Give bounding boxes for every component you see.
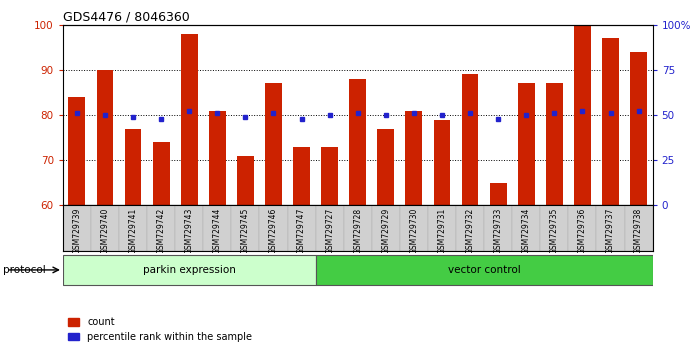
Bar: [602, 38, 619, 205]
Bar: [147, 205, 175, 251]
Bar: [461, 74, 479, 205]
Bar: [400, 205, 428, 251]
Bar: [293, 147, 310, 205]
Text: GSM729747: GSM729747: [297, 207, 306, 254]
Text: protocol: protocol: [3, 265, 46, 275]
Bar: [321, 147, 338, 205]
Bar: [63, 255, 315, 285]
Bar: [540, 205, 568, 251]
Bar: [209, 110, 225, 205]
Text: GSM729735: GSM729735: [550, 207, 559, 254]
Text: GSM729730: GSM729730: [410, 207, 418, 254]
Bar: [153, 142, 170, 205]
Text: GSM729741: GSM729741: [128, 207, 138, 254]
Bar: [372, 205, 400, 251]
Bar: [625, 205, 653, 251]
Text: GSM729733: GSM729733: [493, 207, 503, 254]
Text: GSM729746: GSM729746: [269, 207, 278, 254]
Text: GSM729744: GSM729744: [213, 207, 222, 254]
Bar: [175, 205, 203, 251]
Bar: [237, 156, 254, 205]
Bar: [433, 120, 450, 205]
Bar: [260, 205, 288, 251]
Bar: [125, 129, 142, 205]
Bar: [96, 70, 113, 205]
Bar: [181, 34, 198, 205]
Text: GSM729736: GSM729736: [578, 207, 587, 254]
Bar: [518, 84, 535, 205]
Bar: [428, 205, 456, 251]
Text: GSM729731: GSM729731: [438, 207, 447, 254]
Bar: [546, 84, 563, 205]
Bar: [630, 52, 647, 205]
Bar: [568, 205, 597, 251]
Text: GSM729732: GSM729732: [466, 207, 475, 254]
Text: GDS4476 / 8046360: GDS4476 / 8046360: [63, 11, 190, 24]
Bar: [597, 205, 625, 251]
Bar: [456, 205, 484, 251]
Text: GSM729745: GSM729745: [241, 207, 250, 254]
Bar: [406, 110, 422, 205]
Text: parkin expression: parkin expression: [143, 265, 236, 275]
Bar: [378, 129, 394, 205]
Legend: count, percentile rank within the sample: count, percentile rank within the sample: [68, 317, 252, 342]
Bar: [203, 205, 231, 251]
Text: GSM729728: GSM729728: [353, 207, 362, 254]
Bar: [68, 97, 85, 205]
Bar: [490, 183, 507, 205]
Bar: [63, 205, 91, 251]
Bar: [315, 255, 653, 285]
Bar: [574, 25, 591, 205]
Text: GSM729734: GSM729734: [521, 207, 530, 254]
Bar: [484, 205, 512, 251]
Text: GSM729739: GSM729739: [73, 207, 82, 254]
Text: GSM729743: GSM729743: [185, 207, 194, 254]
Text: vector control: vector control: [447, 265, 521, 275]
Bar: [119, 205, 147, 251]
Text: GSM729738: GSM729738: [634, 207, 643, 254]
Text: GSM729742: GSM729742: [156, 207, 165, 254]
Bar: [231, 205, 260, 251]
Text: GSM729729: GSM729729: [381, 207, 390, 254]
Text: GSM729727: GSM729727: [325, 207, 334, 254]
Bar: [512, 205, 540, 251]
Bar: [91, 205, 119, 251]
Bar: [343, 205, 372, 251]
Bar: [349, 79, 366, 205]
Bar: [315, 205, 343, 251]
Text: GSM729740: GSM729740: [101, 207, 110, 254]
Bar: [288, 205, 315, 251]
Text: GSM729737: GSM729737: [606, 207, 615, 254]
Bar: [265, 84, 282, 205]
